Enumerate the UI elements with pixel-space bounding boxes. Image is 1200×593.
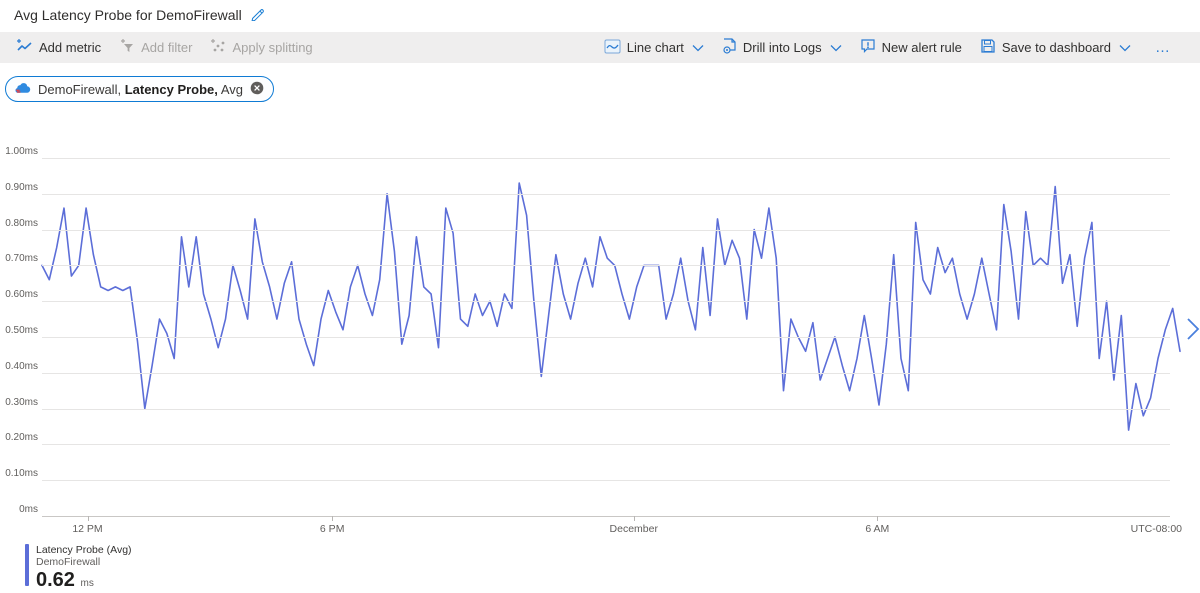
plot-area[interactable] [42,158,1180,517]
ellipsis-icon: … [1155,39,1171,56]
y-axis-label: 1.00ms [5,146,38,157]
chart-title-row: Avg Latency Probe for DemoFirewall [14,4,265,26]
gridline [42,193,1170,195]
y-axis-label: 0.50ms [5,325,38,336]
new-alert-rule-label: New alert rule [881,40,962,55]
y-axis-label: 0.20ms [5,432,38,444]
y-axis-label: 0ms [19,504,38,515]
chart-type-dropdown[interactable]: Line chart [595,32,713,63]
legend-value: 0.62 ms [36,569,94,591]
add-filter-button[interactable]: Add filter [110,32,201,63]
gridline [42,337,1170,338]
pill-metric: Latency Probe, [124,81,218,97]
pill-resource: DemoFirewall, [38,81,122,97]
chart-toolbar: Add metric Add filter Apply splitting [0,32,1200,63]
x-axis-label: 6 AM [865,523,890,535]
edit-title-button[interactable] [250,6,265,24]
gridline [42,516,1170,517]
page-title: Avg Latency Probe for DemoFirewall [14,7,242,23]
apply-splitting-button[interactable]: Apply splitting [201,32,321,63]
x-axis-tick [633,516,635,521]
gridline [42,408,1170,410]
add-filter-icon [119,38,135,57]
legend-resource-name: DemoFirewall [36,556,101,568]
x-axis-label: 6 PM [319,523,345,535]
legend-color-bar [25,544,29,586]
more-options-button[interactable]: … [1140,32,1186,63]
chart-type-label: Line chart [626,40,684,55]
save-to-dashboard-label: Save to dashboard [1001,40,1111,55]
add-filter-label: Add filter [141,40,193,55]
pill-text: DemoFirewall, Latency Probe, Avg [38,82,243,97]
add-metric-button[interactable]: Add metric [8,32,110,63]
x-axis-tick [332,516,334,521]
pill-aggregation: Avg [220,81,243,97]
chevron-down-icon [1119,40,1131,55]
chevron-down-icon [692,40,704,55]
new-alert-rule-button[interactable]: New alert rule [851,32,971,63]
y-axis-label: 0.10ms [5,468,38,480]
gridline [42,265,1170,267]
apply-splitting-icon [210,38,226,57]
y-axis-label: 0.60ms [5,289,38,301]
metric-pill[interactable]: DemoFirewall, Latency Probe, Avg [5,76,274,102]
gridline [42,372,1170,374]
legend-item[interactable]: Latency Probe (Avg) DemoFirewall 0.62 ms [25,544,132,593]
latency-series-line [42,183,1180,430]
drill-into-logs-dropdown[interactable]: Drill into Logs [713,32,851,63]
firewall-cloud-icon [14,81,31,97]
timezone-label: UTC-08:00 [1130,523,1182,535]
chevron-down-icon [830,40,842,55]
gridline [42,480,1170,482]
save-icon [980,38,996,57]
gridline [42,301,1170,303]
chart-canvas [42,158,1180,516]
x-axis-tick [87,516,89,521]
drill-into-logs-icon [722,38,737,57]
new-alert-rule-icon [860,38,876,57]
x-axis-label: 12 PM [72,523,103,535]
pencil-icon [250,6,265,24]
save-to-dashboard-dropdown[interactable]: Save to dashboard [971,32,1140,63]
add-metric-label: Add metric [39,40,102,55]
drill-into-logs-label: Drill into Logs [742,40,822,55]
legend-series-name: Latency Probe (Avg) [36,544,132,556]
add-metric-icon [17,38,33,57]
legend-unit: ms [80,578,94,589]
y-axis-label: 0.70ms [5,253,38,265]
line-chart-icon [604,39,621,57]
apply-splitting-label: Apply splitting [232,40,313,55]
scroll-right-button[interactable] [1182,316,1200,344]
x-axis-label: December [609,523,658,535]
y-axis-label: 0.30ms [5,396,38,408]
gridline [42,444,1170,446]
remove-metric-button[interactable] [250,81,264,98]
gridline [42,158,1170,159]
gridline [42,229,1170,231]
close-icon [250,81,264,98]
chevron-right-icon [1186,317,1200,344]
y-axis-label: 0.90ms [5,181,38,193]
y-axis-label: 0.80ms [5,217,38,229]
latency-chart: UTC-08:00 1.00ms 0.90ms 0.80ms 0.70ms 0.60ms… [0,146,1200,535]
x-axis-tick [877,516,879,521]
y-axis-label: 0.40ms [5,360,38,372]
